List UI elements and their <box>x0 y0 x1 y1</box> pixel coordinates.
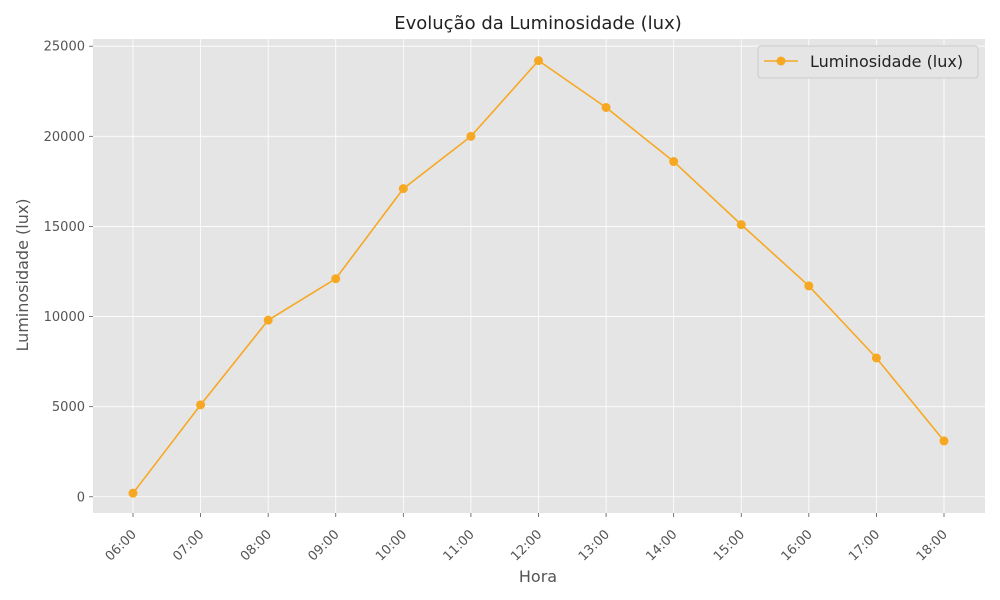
data-point <box>534 56 543 66</box>
x-tick-label: 16:00 <box>779 527 816 564</box>
legend-label: Luminosidade (lux) <box>810 52 963 71</box>
data-point <box>263 315 273 325</box>
x-tick-label: 11:00 <box>441 527 478 564</box>
y-tick-label: 25000 <box>44 40 85 55</box>
x-tick-label: 08:00 <box>238 527 275 564</box>
x-tick-label: 13:00 <box>576 527 613 564</box>
data-point <box>331 274 341 284</box>
y-tick-label: 15000 <box>44 220 85 235</box>
x-tick-label: 06:00 <box>103 527 140 564</box>
data-point <box>804 281 814 291</box>
x-axis-title: Hora <box>519 567 557 586</box>
legend-box <box>757 45 979 79</box>
series-layer <box>128 56 949 498</box>
x-tick-label: 15:00 <box>711 527 748 564</box>
y-tick-label: 20000 <box>44 130 85 145</box>
y-tick-label: 10000 <box>44 310 85 325</box>
data-point <box>398 184 408 194</box>
data-point <box>736 220 746 230</box>
data-point <box>601 102 611 112</box>
data-point <box>669 157 679 167</box>
x-tick-label: 18:00 <box>914 527 951 564</box>
x-axis: 06:00 07:00 08:00 09:00 10:00 11:00 12:00 13:00… <box>103 513 951 564</box>
chart-title: Evolução da Luminosidade (lux) <box>394 13 682 34</box>
x-tick-label: 07:00 <box>170 527 207 564</box>
data-point <box>466 131 476 141</box>
y-tick-label: 0 <box>77 490 85 505</box>
y-axis: 0 5000 10000 15000 20000 25000 <box>44 40 93 505</box>
data-point <box>939 436 949 446</box>
x-tick-label: 09:00 <box>305 527 342 564</box>
data-point <box>128 488 138 498</box>
x-tick-label: 14:00 <box>643 527 680 564</box>
x-tick-label: 10:00 <box>373 527 410 564</box>
data-point <box>196 400 206 410</box>
x-tick-label: 17:00 <box>846 527 883 564</box>
y-tick-label: 5000 <box>52 400 85 415</box>
legend-marker-sample <box>776 56 786 66</box>
x-tick-label: 12:00 <box>508 527 545 564</box>
legend: Luminosidade (lux) <box>757 45 979 79</box>
plot-area <box>93 39 985 513</box>
y-axis-title: Luminosidade (lux) <box>13 198 32 351</box>
data-point <box>871 353 881 363</box>
grid <box>93 39 985 513</box>
